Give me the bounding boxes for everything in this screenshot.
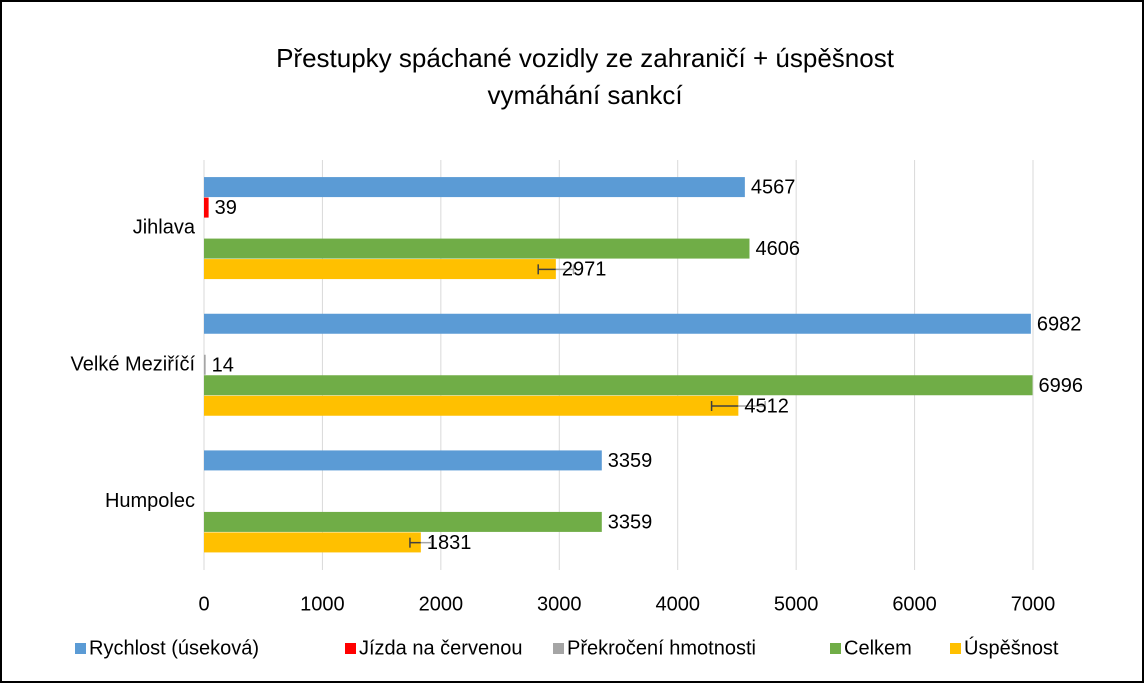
legend-swatch [830,643,841,654]
data-label: 2971 [562,259,607,281]
data-label: 4606 [755,238,800,260]
y-tick-label: Jihlava [133,217,196,239]
bar [204,511,602,532]
bar [204,532,421,553]
x-tick-label: 6000 [892,593,937,615]
legend-label: Celkem [844,637,912,659]
bar [204,177,745,198]
data-label: 4512 [744,395,789,417]
data-label: 3359 [608,511,653,533]
data-label: 14 [212,354,234,376]
x-tick-label: 3000 [537,593,582,615]
legend-swatch [553,643,564,654]
data-label: 6982 [1037,313,1082,335]
legend-swatch [75,643,86,654]
legend-label: Jízda na červenou [359,637,522,659]
error-bar [409,537,433,548]
x-tick-label: 1000 [300,593,345,615]
error-bar [710,401,766,411]
y-tick-label: Velké Meziříčí [71,353,196,375]
data-label: 39 [215,197,237,219]
legend-label: Rychlost (úseková) [89,637,259,659]
bar [204,313,1031,334]
chart-subtitle: vymáhání sankcí [487,80,683,110]
x-tick-label: 2000 [419,593,464,615]
x-tick-label: 5000 [774,593,819,615]
data-label: 4567 [751,177,796,199]
data-label: 3359 [608,450,653,472]
bar [204,259,556,280]
legend-label: Úspěšnost [964,636,1059,659]
bar [204,238,750,259]
x-tick-label: 0 [198,593,209,615]
chart-title: Přestupky spáchané vozidly ze zahraničí … [276,43,895,73]
legend-swatch [950,643,961,654]
x-tick-label: 4000 [655,593,700,615]
data-label: 6996 [1039,375,1084,397]
bar [204,375,1033,396]
legend-swatch [345,643,356,654]
bar [204,354,206,375]
x-tick-label: 7000 [1011,593,1056,615]
bar [204,450,602,471]
error-bar [537,264,575,275]
bar [204,197,209,218]
bar [204,395,739,416]
data-label: 1831 [427,532,472,554]
legend-label: Překročení hmotnosti [567,637,756,659]
y-tick-label: Humpolec [105,490,195,512]
